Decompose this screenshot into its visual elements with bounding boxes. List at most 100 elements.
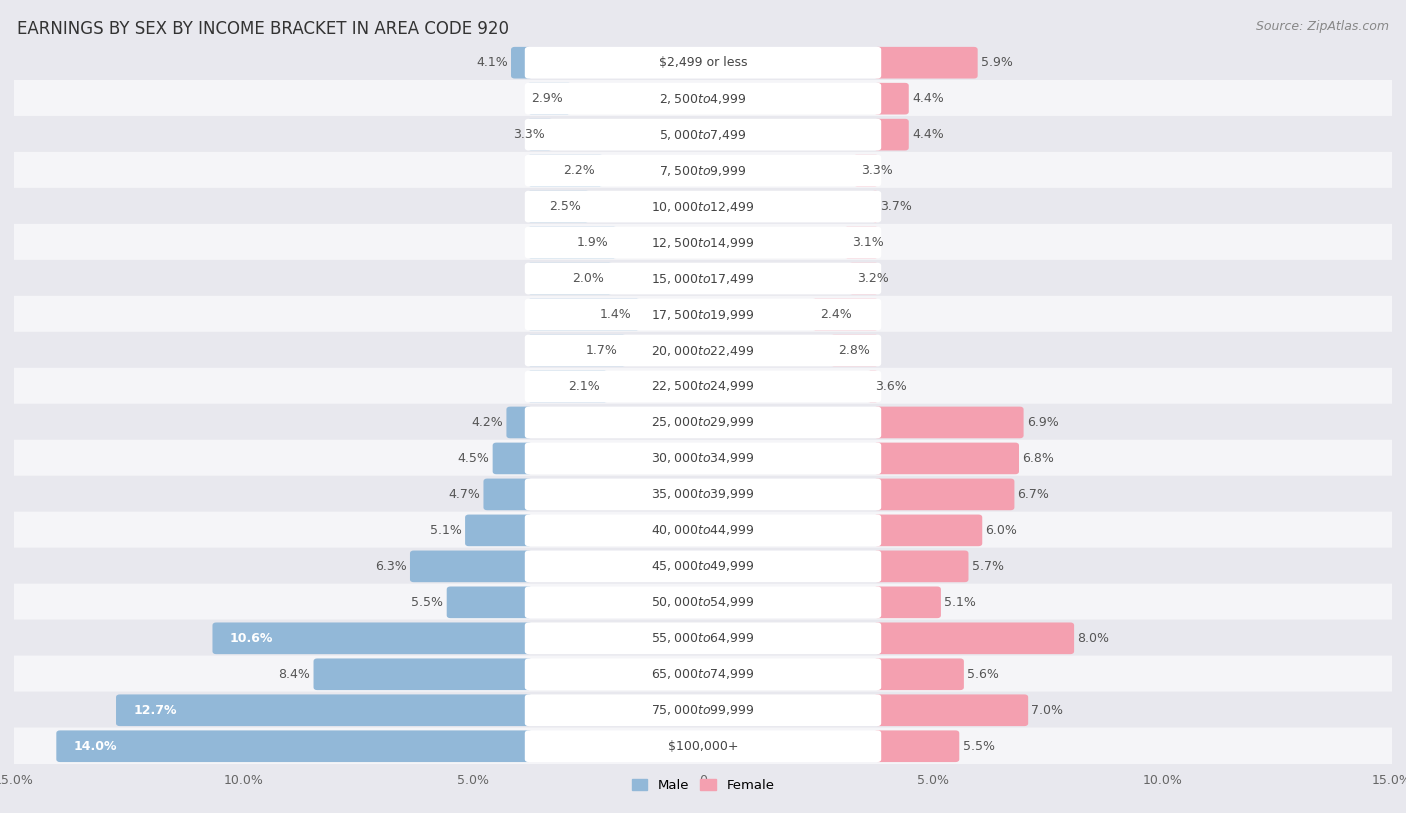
Text: $55,000 to $64,999: $55,000 to $64,999 [651, 632, 755, 646]
Text: 3.3%: 3.3% [513, 128, 544, 141]
FancyBboxPatch shape [529, 154, 602, 186]
FancyBboxPatch shape [13, 367, 1393, 405]
FancyBboxPatch shape [13, 152, 1393, 189]
FancyBboxPatch shape [510, 47, 531, 79]
FancyBboxPatch shape [873, 191, 877, 223]
Text: 6.0%: 6.0% [986, 524, 1018, 537]
FancyBboxPatch shape [524, 263, 882, 294]
FancyBboxPatch shape [875, 515, 983, 546]
FancyBboxPatch shape [524, 586, 882, 618]
FancyBboxPatch shape [524, 730, 882, 762]
Text: 12.7%: 12.7% [134, 704, 177, 717]
Text: 4.4%: 4.4% [912, 128, 943, 141]
Text: EARNINGS BY SEX BY INCOME BRACKET IN AREA CODE 920: EARNINGS BY SEX BY INCOME BRACKET IN ARE… [17, 20, 509, 38]
Text: 6.9%: 6.9% [1026, 416, 1059, 429]
Text: 5.9%: 5.9% [981, 56, 1012, 69]
Legend: Male, Female: Male, Female [626, 774, 780, 798]
Text: 5.7%: 5.7% [972, 560, 1004, 573]
FancyBboxPatch shape [13, 620, 1393, 657]
FancyBboxPatch shape [492, 442, 531, 474]
Text: $12,500 to $14,999: $12,500 to $14,999 [651, 236, 755, 250]
FancyBboxPatch shape [851, 263, 877, 294]
Text: 6.8%: 6.8% [1022, 452, 1054, 465]
FancyBboxPatch shape [875, 119, 908, 150]
FancyBboxPatch shape [13, 332, 1393, 369]
FancyBboxPatch shape [13, 404, 1393, 441]
FancyBboxPatch shape [875, 550, 969, 582]
FancyBboxPatch shape [529, 227, 616, 259]
FancyBboxPatch shape [875, 406, 1024, 438]
FancyBboxPatch shape [831, 335, 877, 367]
Text: 3.6%: 3.6% [875, 380, 907, 393]
FancyBboxPatch shape [13, 548, 1393, 585]
Text: $50,000 to $54,999: $50,000 to $54,999 [651, 595, 755, 609]
FancyBboxPatch shape [13, 224, 1393, 261]
FancyBboxPatch shape [529, 191, 588, 223]
FancyBboxPatch shape [117, 694, 531, 726]
Text: 4.7%: 4.7% [449, 488, 481, 501]
FancyBboxPatch shape [875, 479, 1014, 511]
FancyBboxPatch shape [13, 728, 1393, 765]
FancyBboxPatch shape [524, 479, 882, 511]
Text: 5.6%: 5.6% [967, 667, 1000, 680]
FancyBboxPatch shape [13, 655, 1393, 693]
FancyBboxPatch shape [524, 371, 882, 402]
Text: 4.2%: 4.2% [471, 416, 503, 429]
Text: 5.1%: 5.1% [430, 524, 461, 537]
Text: 5.5%: 5.5% [412, 596, 443, 609]
FancyBboxPatch shape [845, 227, 877, 259]
FancyBboxPatch shape [524, 623, 882, 654]
FancyBboxPatch shape [447, 586, 531, 618]
FancyBboxPatch shape [56, 730, 531, 762]
Text: 2.8%: 2.8% [838, 344, 870, 357]
FancyBboxPatch shape [524, 550, 882, 582]
Text: $15,000 to $17,499: $15,000 to $17,499 [651, 272, 755, 285]
FancyBboxPatch shape [13, 188, 1393, 225]
FancyBboxPatch shape [13, 44, 1393, 81]
FancyBboxPatch shape [529, 83, 569, 115]
FancyBboxPatch shape [529, 371, 606, 402]
FancyBboxPatch shape [529, 335, 624, 367]
FancyBboxPatch shape [13, 511, 1393, 549]
FancyBboxPatch shape [524, 515, 882, 546]
Text: $45,000 to $49,999: $45,000 to $49,999 [651, 559, 755, 573]
FancyBboxPatch shape [411, 550, 531, 582]
FancyBboxPatch shape [13, 260, 1393, 298]
Text: $30,000 to $34,999: $30,000 to $34,999 [651, 451, 755, 465]
FancyBboxPatch shape [13, 476, 1393, 513]
FancyBboxPatch shape [875, 586, 941, 618]
FancyBboxPatch shape [875, 623, 1074, 654]
Text: 2.2%: 2.2% [564, 164, 595, 177]
FancyBboxPatch shape [524, 659, 882, 690]
Text: 7.0%: 7.0% [1032, 704, 1063, 717]
Text: $2,500 to $4,999: $2,500 to $4,999 [659, 92, 747, 106]
FancyBboxPatch shape [529, 119, 551, 150]
FancyBboxPatch shape [13, 296, 1393, 333]
FancyBboxPatch shape [875, 659, 965, 690]
FancyBboxPatch shape [13, 692, 1393, 729]
FancyBboxPatch shape [813, 298, 877, 330]
FancyBboxPatch shape [314, 659, 531, 690]
FancyBboxPatch shape [13, 584, 1393, 621]
FancyBboxPatch shape [875, 694, 1028, 726]
FancyBboxPatch shape [524, 83, 882, 115]
Text: 1.9%: 1.9% [576, 236, 609, 249]
Text: 4.4%: 4.4% [912, 92, 943, 105]
Text: Source: ZipAtlas.com: Source: ZipAtlas.com [1256, 20, 1389, 33]
FancyBboxPatch shape [524, 47, 882, 79]
FancyBboxPatch shape [524, 335, 882, 367]
FancyBboxPatch shape [524, 191, 882, 223]
Text: $10,000 to $12,499: $10,000 to $12,499 [651, 200, 755, 214]
Text: 6.3%: 6.3% [375, 560, 406, 573]
Text: $100,000+: $100,000+ [668, 740, 738, 753]
FancyBboxPatch shape [524, 227, 882, 259]
Text: $75,000 to $99,999: $75,000 to $99,999 [651, 703, 755, 717]
Text: $20,000 to $22,499: $20,000 to $22,499 [651, 344, 755, 358]
FancyBboxPatch shape [875, 47, 977, 79]
Text: 4.1%: 4.1% [477, 56, 508, 69]
FancyBboxPatch shape [875, 83, 908, 115]
FancyBboxPatch shape [506, 406, 531, 438]
FancyBboxPatch shape [524, 298, 882, 330]
Text: 4.5%: 4.5% [457, 452, 489, 465]
Text: 6.7%: 6.7% [1018, 488, 1049, 501]
